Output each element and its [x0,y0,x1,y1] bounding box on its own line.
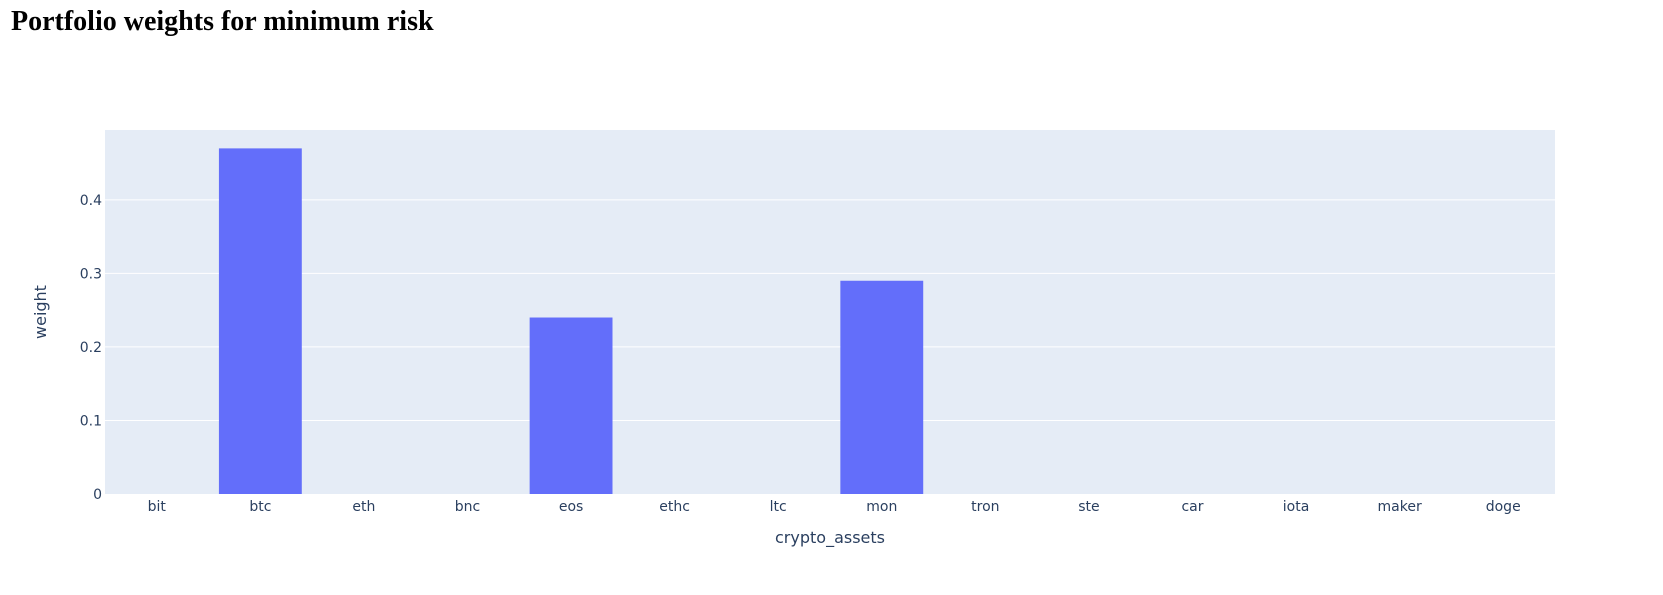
bar-mon[interactable] [840,280,924,494]
bar-btc[interactable] [218,148,302,494]
x-tick-label-ste: ste [1078,499,1099,515]
page-title: Portfolio weights for minimum risk [11,6,434,37]
x-tick-label-maker: maker [1378,499,1422,515]
x-tick-label-btc: btc [249,499,271,515]
grid-lines [105,199,1555,421]
x-tick-label-bnc: bnc [455,499,480,515]
bar-eos[interactable] [529,317,613,494]
bars [218,148,924,494]
y-axis-ticks: 0 0.1 0.2 0.3 0.4 [80,193,102,503]
y-tick-label: 0.3 [80,266,102,282]
x-tick-label-ethc: ethc [659,499,690,515]
x-tick-label-ltc: ltc [770,499,787,515]
x-tick-label-car: car [1181,499,1203,515]
x-tick-label-iota: iota [1283,499,1310,515]
y-tick-label: 0.1 [80,413,102,429]
x-tick-label-bit: bit [148,499,167,515]
x-tick-label-tron: tron [971,499,999,515]
y-tick-label: 0 [93,487,102,503]
x-tick-label-mon: mon [866,499,897,515]
x-tick-label-eos: eos [559,499,583,515]
x-axis-title: crypto_assets [775,528,885,548]
y-tick-label: 0.2 [80,340,102,356]
x-axis-ticks: bit btc eth bnc eos ethc ltc mon tron ste car iota m… [148,499,1521,515]
plot-background [105,130,1555,494]
y-axis-title: weight [31,285,50,339]
x-tick-label-eth: eth [352,499,375,515]
x-tick-label-doge: doge [1486,499,1521,515]
y-tick-label: 0.4 [80,193,102,209]
